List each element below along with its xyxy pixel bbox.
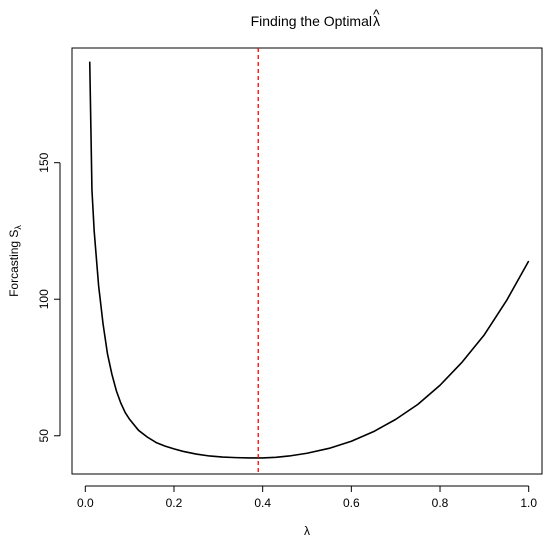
x-axis-label: λ (304, 524, 310, 538)
x-tick-label: 0.6 (343, 496, 360, 510)
series-line (88, 61, 530, 459)
x-tick-label: 0.4 (254, 496, 271, 510)
y-axis-label-subscript: λ (13, 225, 23, 230)
chart-title: Finding the Optimal λ ^ (251, 6, 380, 29)
y-axis-label: Forcasting Sλ (7, 225, 23, 297)
y-axis-label-text: Forcasting S (7, 230, 21, 297)
y-tick-label: 50 (37, 429, 51, 443)
x-tick-label: 0.2 (166, 496, 183, 510)
y-tick-label: 150 (37, 152, 51, 172)
y-tick-label: 100 (37, 289, 51, 309)
x-tick-label: 1.0 (520, 496, 537, 510)
x-tick-label: 0.8 (432, 496, 449, 510)
y-axis: 50 100 150 (37, 152, 61, 443)
chart-title-text: Finding the Optimal (251, 13, 372, 29)
plot-area (88, 48, 530, 474)
x-axis: 0.0 0.2 0.4 0.6 0.8 1.0 (77, 485, 537, 510)
plot-frame (71, 47, 543, 475)
chart-title-hat: ^ (373, 6, 380, 22)
chart-title-lambda: λ (373, 13, 380, 29)
x-tick-label: 0.0 (77, 496, 94, 510)
